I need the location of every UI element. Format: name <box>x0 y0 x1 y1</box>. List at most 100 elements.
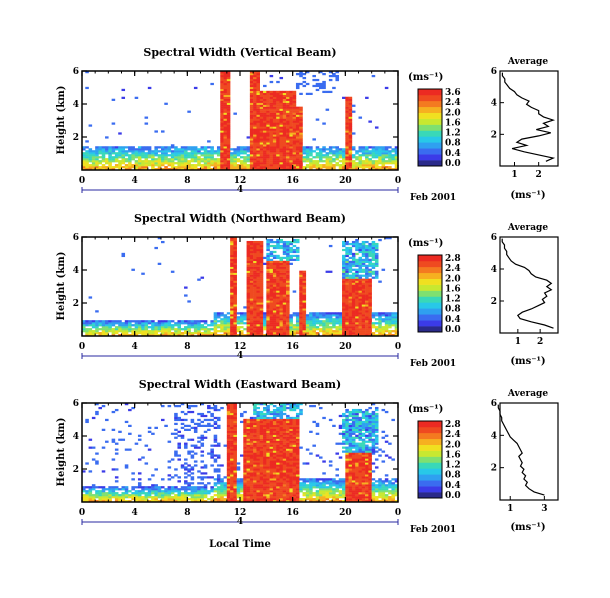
heatmap-cell <box>322 90 326 94</box>
heatmap-cell <box>121 326 126 329</box>
heatmap-cell <box>197 160 201 163</box>
heatmap-cell <box>282 268 287 271</box>
heatmap-cell <box>279 128 284 131</box>
heatmap-cell <box>147 320 152 323</box>
heatmap-cell <box>272 268 277 271</box>
heatmap-cell <box>276 264 280 267</box>
heatmap-cell <box>223 110 228 113</box>
heatmap-cell <box>263 470 267 473</box>
heatmap-cell <box>226 492 231 495</box>
heatmap-cell <box>332 146 336 149</box>
heatmap-cell <box>193 426 198 429</box>
heatmap-cell <box>305 150 310 153</box>
heatmap-cell <box>312 320 316 323</box>
heatmap-cell <box>144 330 149 333</box>
heatmap-cell <box>295 330 300 333</box>
heatmap-cell <box>276 498 280 501</box>
heatmap-cell <box>249 302 254 305</box>
heatmap-cell <box>144 496 149 499</box>
heatmap-cell <box>253 258 257 262</box>
heatmap-cell <box>259 434 264 437</box>
heatmap-cell <box>345 300 349 303</box>
heatmap-cell <box>249 240 254 244</box>
heatmap-cell <box>305 332 310 335</box>
heatmap-cell <box>230 472 234 475</box>
heatmap-cell <box>299 304 303 307</box>
heatmap-cell <box>328 318 333 321</box>
heatmap-cell <box>299 306 303 309</box>
heatmap-cell <box>259 134 264 137</box>
heatmap-cell <box>137 326 142 329</box>
heatmap-cell <box>180 494 185 497</box>
heatmap-cell <box>276 254 280 258</box>
heatmap-cell <box>177 404 181 408</box>
heatmap-cell <box>256 150 260 153</box>
heatmap-cell <box>338 150 343 153</box>
heatmap-cell <box>289 106 293 109</box>
heatmap-cell <box>378 316 382 319</box>
heatmap-cell <box>286 252 290 256</box>
heatmap-cell <box>256 98 260 101</box>
heatmap-cell <box>358 326 363 329</box>
heatmap-cell <box>272 138 277 141</box>
heatmap-cell <box>374 160 379 163</box>
heatmap-cell <box>368 304 372 307</box>
heatmap-cell <box>286 302 290 305</box>
heatmap-cell <box>187 146 191 149</box>
heatmap-cell <box>328 150 333 153</box>
heatmap-cell <box>342 302 346 305</box>
heatmap-cell <box>253 130 257 133</box>
heatmap-cell <box>177 148 181 151</box>
heatmap-cell <box>180 156 185 159</box>
heatmap-cell <box>322 164 326 167</box>
heatmap-cell <box>197 164 201 167</box>
heatmap-cell <box>266 242 270 246</box>
heatmap-cell <box>88 334 93 337</box>
heatmap-cell <box>286 462 290 465</box>
heatmap-cell <box>174 156 178 159</box>
heatmap-cell <box>335 71 339 74</box>
heatmap-cell <box>256 480 260 483</box>
heatmap-cell <box>256 332 260 335</box>
heatmap-cell <box>259 446 264 449</box>
heatmap-cell <box>101 494 106 497</box>
heatmap-cell <box>256 90 260 94</box>
heatmap-cell <box>210 322 214 325</box>
heatmap-cell <box>193 452 198 455</box>
heatmap-cell <box>121 254 126 258</box>
heatmap-cell <box>295 240 300 244</box>
heatmap-cell <box>272 266 277 269</box>
heatmap-cell <box>105 168 109 171</box>
heatmap-cell <box>259 436 264 439</box>
heatmap-cell <box>342 272 346 275</box>
heatmap-cell <box>348 122 353 125</box>
heatmap-cell <box>167 466 172 469</box>
heatmap-cell <box>170 500 175 503</box>
heatmap-cell <box>384 168 389 171</box>
heatmap-cell <box>312 78 316 82</box>
heatmap-cell <box>253 152 257 155</box>
heatmap-cell <box>246 452 251 455</box>
heatmap-cell <box>282 330 287 333</box>
heatmap-cell <box>361 242 366 246</box>
heatmap-cell <box>230 420 234 424</box>
heatmap-cell <box>276 496 280 499</box>
heatmap-cell <box>302 146 307 149</box>
colorbar-swatch <box>418 296 442 303</box>
heatmap-cell <box>243 432 247 435</box>
heatmap-cell <box>299 148 303 151</box>
heatmap-cell <box>91 322 96 325</box>
heatmap-cell <box>269 416 274 420</box>
heatmap-cell <box>299 274 303 277</box>
heatmap-cell <box>368 284 372 287</box>
heatmap-cell <box>207 168 211 171</box>
heatmap-cell <box>226 72 231 76</box>
heatmap-cell <box>358 302 363 305</box>
heatmap-cell <box>279 164 284 167</box>
heatmap-cell <box>279 324 284 327</box>
heatmap-cell <box>305 164 310 167</box>
heatmap-cell <box>351 294 356 297</box>
heatmap-cell <box>358 312 363 315</box>
heatmap-cell <box>164 326 168 329</box>
heatmap-cell <box>259 302 264 305</box>
